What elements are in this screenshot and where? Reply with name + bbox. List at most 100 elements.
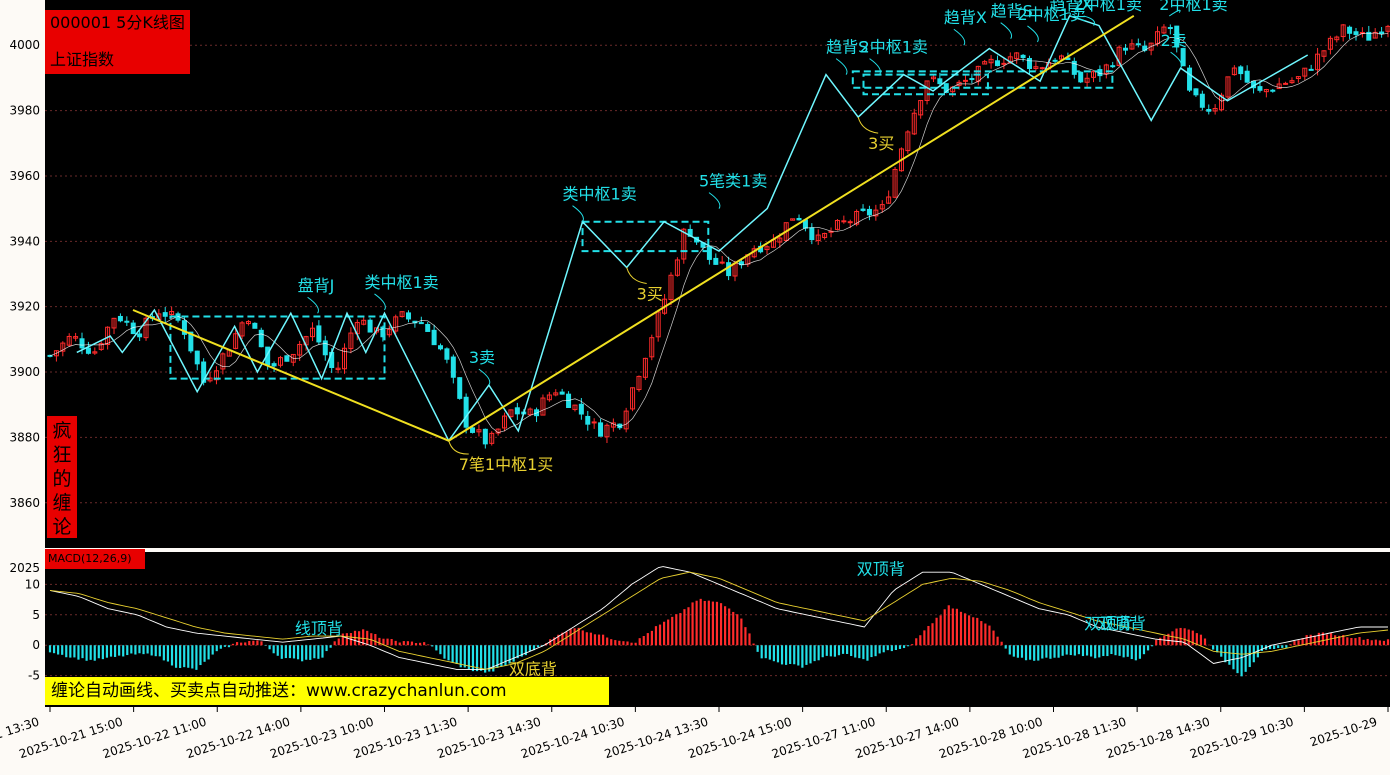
candle-body — [982, 61, 988, 65]
candle-body — [1315, 53, 1321, 71]
candle-body — [905, 131, 911, 152]
candle-body — [213, 370, 219, 381]
candle-body — [1167, 27, 1173, 30]
candle-body — [201, 361, 207, 383]
candle-body — [674, 259, 680, 276]
candle-body — [1199, 93, 1205, 108]
candle-body — [777, 237, 783, 243]
annotation-arrow — [1083, 15, 1096, 26]
candle-body — [361, 319, 367, 325]
candle-body — [1219, 94, 1225, 111]
candle-body — [834, 219, 840, 230]
candle-body — [822, 232, 828, 238]
candle-body — [1123, 47, 1129, 51]
price-tick-label: 3980 — [9, 104, 40, 118]
candle-body — [1263, 89, 1269, 93]
annotation-arrow — [448, 440, 469, 455]
macd-annotation-label: 双顶背 — [1084, 614, 1132, 633]
brand-label: 疯狂的缠论 — [47, 416, 77, 538]
candle-body — [1289, 80, 1295, 84]
candle-body — [809, 227, 815, 241]
chart-subtitle: 上证指数 — [50, 50, 115, 69]
candle-body — [393, 316, 399, 332]
macd-tick-label: 0 — [32, 638, 40, 652]
annotation-label: 趋背S — [991, 2, 1033, 21]
candle-body — [1059, 55, 1065, 60]
candle-body — [1295, 76, 1301, 80]
candle-body — [1052, 59, 1058, 62]
candle-body — [1026, 57, 1032, 70]
annotation-label: 2中枢1卖 — [1017, 5, 1085, 24]
candle-body — [655, 311, 661, 338]
candle-body — [316, 325, 322, 343]
candle-body — [636, 375, 642, 391]
annotation-label: 类中枢1卖 — [365, 273, 439, 292]
candle-body — [1193, 88, 1199, 96]
candle-body — [969, 78, 975, 81]
annotation-label: 2中枢1卖 — [860, 38, 928, 57]
candle-body — [245, 321, 251, 325]
macd-dea-line — [49, 571, 1389, 670]
candle-body — [1135, 43, 1141, 46]
candle-body — [117, 315, 123, 322]
annotation-arrow — [307, 296, 319, 314]
candle-body — [457, 377, 463, 399]
annotation-arrow — [953, 28, 966, 46]
candle-body — [1161, 26, 1167, 34]
candle-body — [476, 429, 482, 433]
candlestick-series — [47, 23, 1390, 449]
annotation-arrow — [1059, 12, 1071, 17]
candle-body — [585, 415, 591, 425]
candle-body — [892, 168, 898, 198]
candle-body — [578, 403, 584, 415]
candle-body — [649, 337, 655, 358]
candle-body — [1225, 76, 1231, 98]
candle-body — [1148, 42, 1154, 51]
pivot-box — [862, 73, 989, 96]
price-annotations: 盘背J 类中枢1卖3卖7笔1中枢1买类中枢1卖3买5笔类1卖趋背S2中枢1卖3买趋… — [298, 0, 1228, 474]
candle-body — [277, 357, 283, 366]
candle-body — [444, 348, 450, 360]
candle-body — [181, 320, 187, 335]
annotation-arrow — [626, 267, 647, 284]
candle-body — [463, 396, 469, 428]
moving-average-line — [49, 32, 1389, 433]
ma-path — [49, 32, 1389, 433]
macd-top-label: 2025 — [9, 561, 40, 575]
candle-body — [598, 422, 604, 437]
candle-body — [1238, 66, 1244, 75]
annotation-arrow — [857, 116, 879, 134]
candle-body — [418, 322, 424, 325]
candle-body — [1353, 31, 1359, 35]
candle-body — [508, 409, 514, 418]
price-tick-label: 3940 — [9, 234, 40, 248]
candle-body — [137, 333, 143, 338]
candle-body — [1014, 52, 1020, 60]
candle-body — [1372, 31, 1378, 39]
macd-annotation-label: 双顶背 — [857, 559, 905, 578]
candle-body — [194, 350, 200, 365]
macd-grid — [45, 583, 1390, 677]
candle-body — [815, 234, 821, 242]
candle-body — [847, 221, 853, 224]
candle-body — [60, 342, 66, 352]
candle-body — [553, 392, 559, 396]
ad-banner[interactable]: 缠论自动画线、买卖点自动推送：www.crazychanlun.com — [45, 677, 609, 705]
annotation-label: 2中枢1卖 — [1074, 0, 1142, 14]
candle-body — [1084, 77, 1090, 83]
annotation-label: 2中枢1卖 — [1159, 0, 1227, 14]
candle-body — [348, 332, 354, 350]
candle-body — [431, 329, 437, 346]
annotation-arrow — [1170, 51, 1182, 69]
candle-body — [790, 218, 796, 221]
price-grid — [45, 44, 1390, 504]
candle-body — [1385, 25, 1390, 32]
annotation-label: 盘背J — [298, 276, 335, 295]
candle-body — [1334, 36, 1340, 41]
candle-body — [367, 319, 373, 333]
candle-body — [271, 363, 277, 367]
candle-body — [796, 217, 802, 221]
candle-body — [604, 424, 610, 438]
brand-text: 疯狂的缠论 — [52, 420, 72, 538]
annotation-arrow — [708, 192, 721, 209]
